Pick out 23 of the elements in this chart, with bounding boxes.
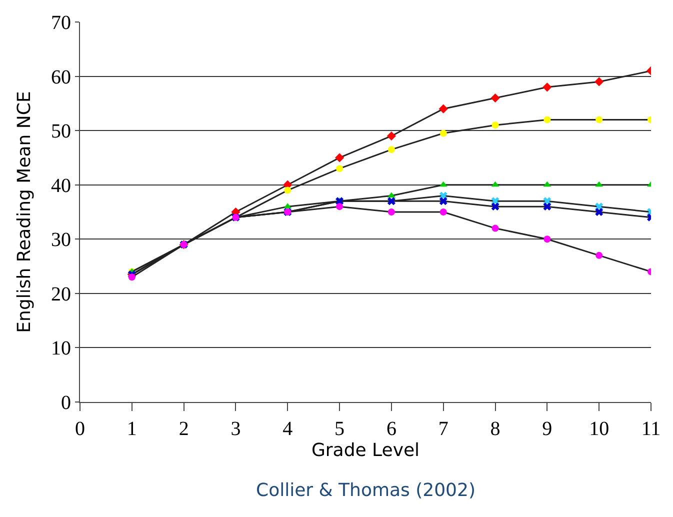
x-tick-label: 3	[230, 418, 241, 440]
x-axis-title: Grade Level	[311, 440, 420, 462]
y-tick-label: 60	[51, 66, 71, 88]
x-tick-label: 11	[641, 418, 661, 440]
y-tick-label: 30	[51, 229, 71, 252]
x-tick-label: 4	[282, 418, 293, 440]
y-tick-label: 0	[61, 392, 71, 414]
y-tick-label: 50	[51, 120, 71, 143]
y-tick-label: 70	[51, 12, 71, 34]
x-tick-label: 0	[75, 418, 85, 440]
x-tick-label: 7	[438, 418, 448, 440]
x-tick-label: 8	[490, 418, 500, 440]
text: Collier & Thomas (2002)	[256, 480, 476, 501]
y-tick-label: 40	[51, 174, 71, 197]
x-tick-label: 2	[178, 418, 189, 440]
y-tick-label: 20	[51, 283, 71, 306]
x-tick-label: 5	[334, 418, 345, 440]
y-axis-title: English Reading Mean NCE	[14, 91, 36, 333]
x-tick-label: 6	[386, 418, 396, 440]
x-tick-label: 1	[126, 418, 137, 440]
y-tick-label: 10	[51, 338, 71, 360]
x-tick-label: 10	[589, 418, 610, 440]
x-tick-label: 9	[542, 418, 552, 440]
